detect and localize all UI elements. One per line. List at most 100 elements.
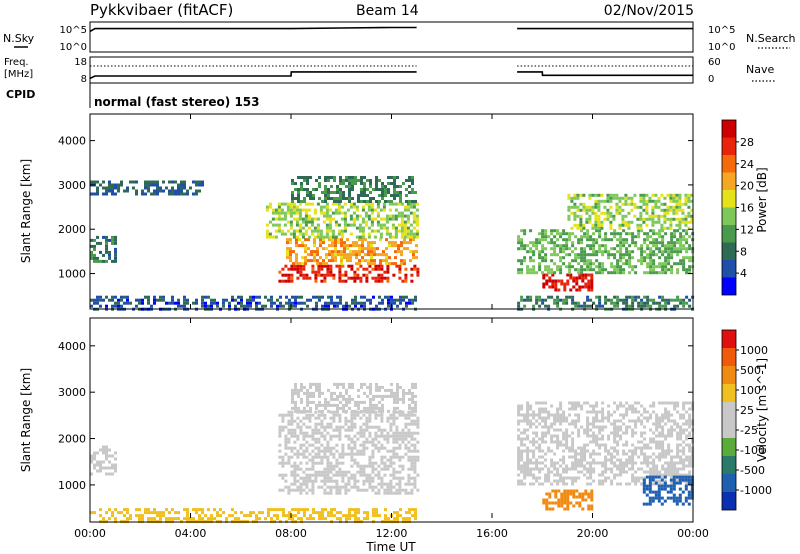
heatmap-cell	[407, 467, 411, 471]
heatmap-cell	[138, 508, 141, 512]
heatmap-cell	[334, 244, 337, 248]
heatmap-cell	[365, 419, 369, 423]
heatmap-cell	[114, 253, 117, 257]
heatmap-cell	[295, 229, 299, 233]
heatmap-cell	[344, 422, 348, 426]
heatmap-cell	[619, 461, 623, 465]
heatmap-cell	[622, 404, 626, 408]
heatmap-cell	[413, 455, 417, 459]
heatmap-cell	[329, 446, 333, 450]
heatmap-cell	[342, 179, 345, 182]
heatmap-cell	[344, 491, 348, 495]
heatmap-cell	[351, 179, 354, 182]
heatmap-cell	[297, 517, 300, 521]
heatmap-cell	[291, 179, 294, 182]
heatmap-cell	[99, 304, 102, 308]
heatmap-cell	[416, 440, 420, 444]
heatmap-cell	[147, 511, 150, 515]
heatmap-cell	[126, 298, 129, 302]
heatmap-cell	[295, 262, 298, 266]
heatmap-cell	[586, 304, 590, 308]
heatmap-cell	[415, 229, 419, 233]
heatmap-cell	[102, 517, 105, 521]
heatmap-cell	[195, 189, 198, 193]
heatmap-cell	[628, 262, 632, 266]
heatmap-cell	[592, 244, 596, 248]
heatmap-cell	[577, 404, 581, 408]
heatmap-cell	[618, 226, 622, 230]
heatmap-cell	[108, 256, 111, 260]
heatmap-cell	[517, 407, 521, 411]
heatmap-cell	[667, 452, 671, 456]
heatmap-cell	[649, 428, 653, 432]
heatmap-cell	[255, 514, 258, 518]
heatmap-cell	[688, 268, 692, 272]
heatmap-cell	[657, 196, 661, 200]
heatmap-cell	[326, 479, 330, 483]
y-tick-label: 2000	[58, 223, 86, 236]
heatmap-cell	[571, 443, 575, 447]
heatmap-cell	[268, 220, 272, 224]
heatmap-cell	[308, 452, 312, 456]
heatmap-cell	[138, 301, 141, 305]
heatmap-cell	[222, 511, 225, 515]
heatmap-cell	[646, 262, 650, 266]
heatmap-cell	[350, 267, 354, 271]
heatmap-cell	[392, 434, 396, 438]
heatmap-cell	[390, 298, 393, 302]
heatmap-cell	[332, 273, 336, 277]
heatmap-cell	[403, 220, 407, 224]
heatmap-cell	[171, 508, 174, 512]
heatmap-cell	[213, 298, 216, 302]
heatmap-cell	[660, 223, 664, 227]
heatmap-cell	[655, 416, 659, 420]
heatmap-cell	[595, 443, 599, 447]
heatmap-cell	[299, 476, 303, 480]
heatmap-cell	[192, 517, 195, 521]
heatmap-cell	[544, 259, 548, 263]
heatmap-cell	[93, 511, 96, 515]
heatmap-cell	[338, 488, 342, 492]
heatmap-cell	[532, 482, 536, 486]
heatmap-cell	[399, 301, 402, 305]
heatmap-cell	[159, 298, 162, 302]
heatmap-cell	[676, 241, 680, 245]
heatmap-cell	[589, 464, 593, 468]
heatmap-cell	[332, 464, 336, 468]
heatmap-cell	[329, 434, 333, 438]
heatmap-cell	[535, 434, 539, 438]
heatmap-cell	[267, 514, 270, 518]
heatmap-cell	[383, 270, 387, 274]
heatmap-cell	[523, 304, 527, 308]
heatmap-cell	[568, 446, 572, 450]
heatmap-cell	[314, 422, 318, 426]
heatmap-cell	[550, 268, 554, 272]
heatmap-cell	[305, 425, 309, 429]
heatmap-cell	[661, 449, 665, 453]
heatmap-cell	[347, 470, 351, 474]
heatmap-cell	[381, 185, 384, 188]
heatmap-cell	[685, 301, 689, 305]
heatmap-cell	[572, 285, 576, 289]
heatmap-cell	[678, 496, 682, 500]
heatmap-cell	[357, 197, 360, 200]
heatmap-cell	[613, 265, 617, 269]
heatmap-cell	[655, 428, 659, 432]
heatmap-cell	[183, 304, 186, 308]
heatmap-cell	[592, 247, 596, 251]
heatmap-cell	[618, 196, 622, 200]
heatmap-cell	[565, 446, 569, 450]
heatmap-cell	[637, 440, 641, 444]
heatmap-cell	[411, 298, 414, 302]
heatmap-cell	[535, 479, 539, 483]
heatmap-cell	[349, 250, 352, 254]
heatmap-cell	[341, 425, 345, 429]
heatmap-cell	[258, 517, 261, 521]
heatmap-cell	[339, 394, 342, 398]
heatmap-cell	[305, 479, 309, 483]
heatmap-cell	[682, 401, 686, 405]
heatmap-cell	[397, 223, 401, 227]
heatmap-cell	[679, 244, 683, 248]
heatmap-cell	[408, 179, 411, 182]
heatmap-cell	[404, 452, 408, 456]
